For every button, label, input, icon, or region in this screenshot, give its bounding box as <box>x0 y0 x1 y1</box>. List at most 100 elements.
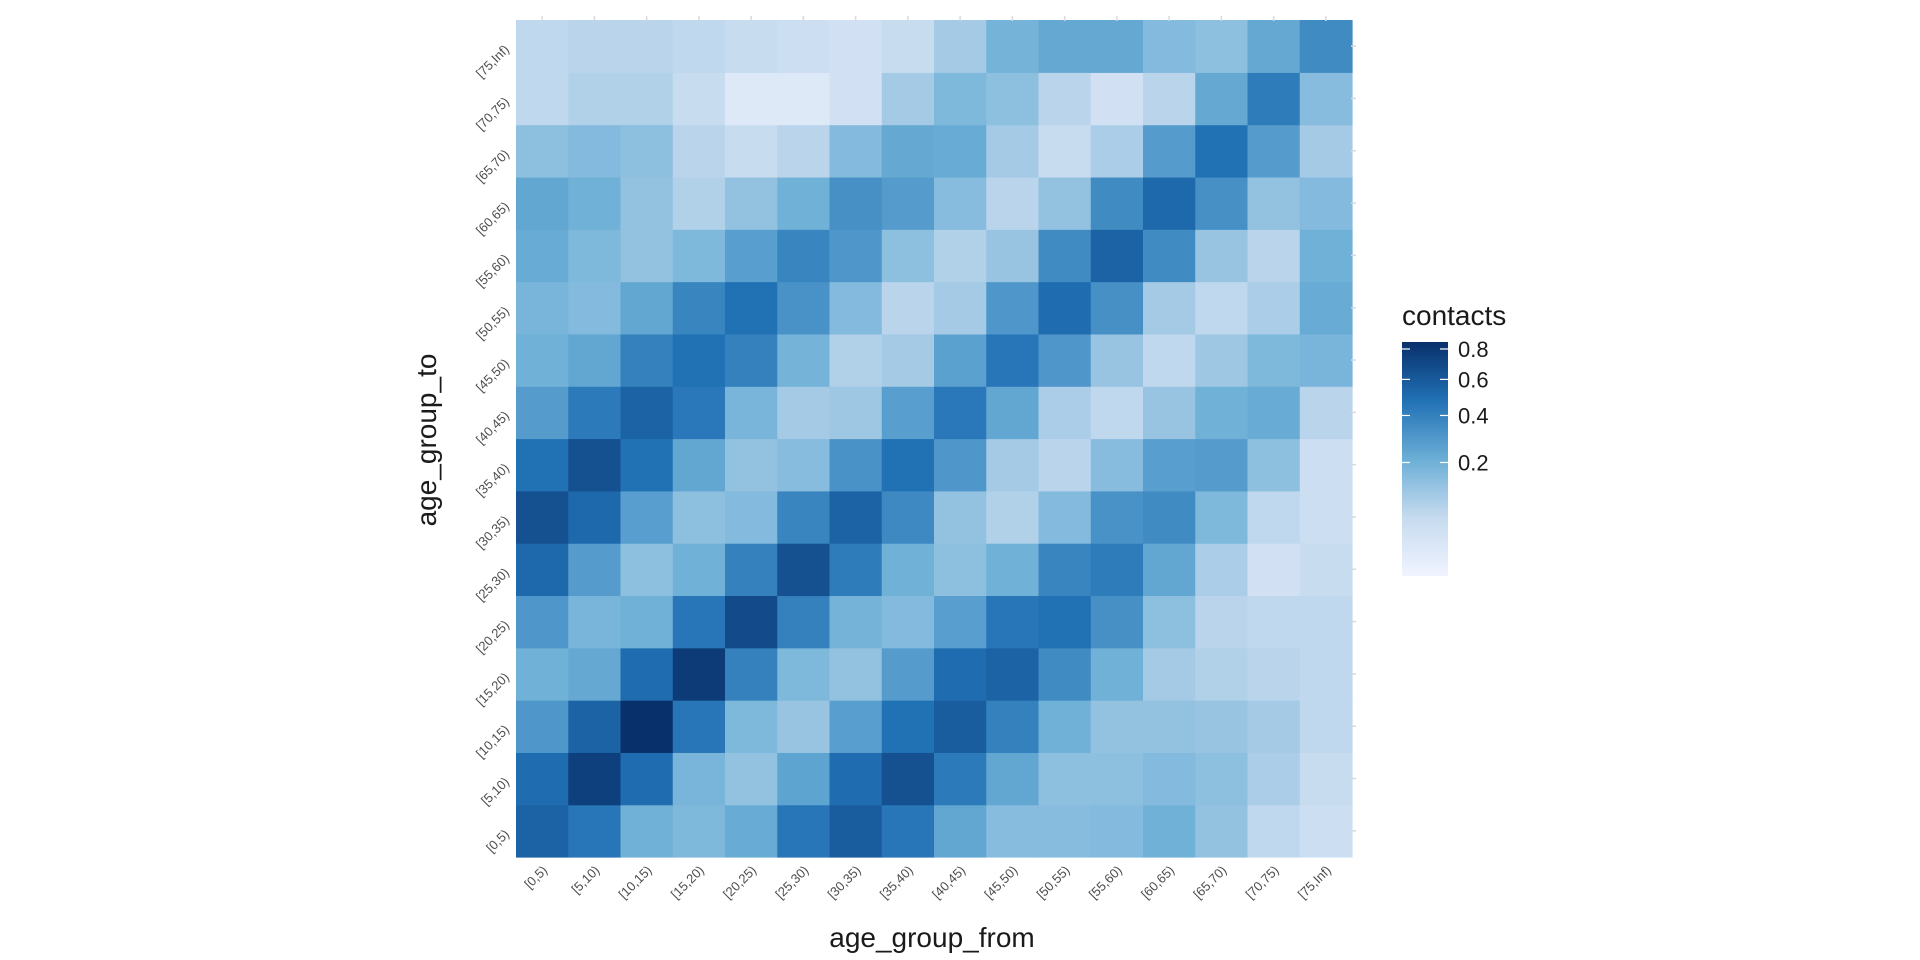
heatmap-cell <box>881 490 935 544</box>
heatmap-cell <box>620 333 674 387</box>
heatmap-cell <box>934 647 987 701</box>
heatmap-cell <box>620 752 674 806</box>
x-tick-label: [20,25) <box>720 863 759 902</box>
heatmap-cell <box>1299 281 1353 335</box>
heatmap-cell <box>1195 176 1249 230</box>
heatmap-cell <box>986 124 1040 178</box>
heatmap-cell <box>516 281 569 335</box>
heatmap-cell <box>1299 229 1353 283</box>
heatmap-cell <box>1299 438 1353 492</box>
heatmap-cell <box>934 752 987 806</box>
heatmap-cell <box>1038 176 1092 230</box>
heatmap-cell <box>1090 20 1144 73</box>
heatmap-cell <box>1195 20 1249 73</box>
heatmap-cell <box>672 490 726 544</box>
legend-color-bar <box>1402 342 1448 576</box>
heatmap-cell <box>725 543 778 597</box>
heatmap-cell <box>1195 647 1249 701</box>
legend-tick-label: 0.2 <box>1458 450 1489 475</box>
heatmap-cell <box>620 20 674 73</box>
heatmap-cell <box>829 229 883 283</box>
heatmap-cell <box>986 72 1040 126</box>
heatmap-cell <box>1247 281 1301 335</box>
heatmap-cell <box>1195 543 1249 597</box>
heatmap-cell <box>934 438 987 492</box>
heatmap-cell <box>1195 595 1249 649</box>
heatmap-cell <box>725 804 778 858</box>
heatmap-cell <box>777 490 831 544</box>
heatmap-cell <box>516 595 569 649</box>
y-tick-label: [50,55) <box>473 303 512 342</box>
heatmap-cell <box>620 595 674 649</box>
heatmap-cell <box>934 176 987 230</box>
heatmap-cells <box>516 20 1353 858</box>
x-tick-label: [75,Inf) <box>1295 863 1334 902</box>
heatmap-cell <box>1247 176 1301 230</box>
x-tick-label: [50,55) <box>1034 863 1073 902</box>
heatmap-cell <box>725 72 778 126</box>
heatmap-cell <box>881 595 935 649</box>
heatmap-cell <box>1247 20 1301 73</box>
heatmap-cell <box>986 176 1040 230</box>
heatmap-cell <box>1247 386 1301 440</box>
heatmap-cell <box>672 281 726 335</box>
x-tick-label: [40,45) <box>929 863 968 902</box>
heatmap-cell <box>1195 386 1249 440</box>
heatmap-cell <box>1143 229 1196 283</box>
heatmap-cell <box>1195 804 1249 858</box>
heatmap-cell <box>672 595 726 649</box>
heatmap-cell <box>934 700 987 753</box>
y-tick-label: [75,Inf) <box>473 42 512 81</box>
heatmap-cell <box>1090 229 1144 283</box>
heatmap-cell <box>881 543 935 597</box>
heatmap-cell <box>1299 752 1353 806</box>
heatmap-cell <box>1090 752 1144 806</box>
heatmap-cell <box>829 752 883 806</box>
heatmap-cell <box>1299 176 1353 230</box>
heatmap-cell <box>568 647 622 701</box>
y-tick-label: [40,45) <box>473 408 512 447</box>
y-tick-label: [25,30) <box>473 565 512 604</box>
heatmap-cell <box>1247 490 1301 544</box>
heatmap-cell <box>1090 386 1144 440</box>
heatmap-cell <box>568 333 622 387</box>
heatmap-cell <box>829 438 883 492</box>
heatmap-cell <box>568 20 622 73</box>
heatmap-cell <box>725 490 778 544</box>
heatmap-cell <box>881 281 935 335</box>
y-tick-label: [0,5) <box>483 826 512 855</box>
heatmap-cell <box>725 595 778 649</box>
y-tick-label: [30,35) <box>473 512 512 551</box>
y-tick-label: [60,65) <box>473 199 512 238</box>
heatmap-cell <box>777 124 831 178</box>
heatmap-cell <box>672 229 726 283</box>
heatmap-cell <box>516 647 569 701</box>
heatmap-cell <box>1038 333 1092 387</box>
heatmap-cell <box>777 543 831 597</box>
heatmap-cell <box>1299 72 1353 126</box>
heatmap-cell <box>881 752 935 806</box>
x-tick-label: [35,40) <box>877 863 916 902</box>
heatmap-cell <box>1195 700 1249 753</box>
heatmap-cell <box>1247 333 1301 387</box>
heatmap-cell <box>1247 647 1301 701</box>
heatmap-cell <box>1038 595 1092 649</box>
heatmap-cell <box>1299 804 1353 858</box>
heatmap-cell <box>1038 124 1092 178</box>
x-tick-label: [25,30) <box>772 863 811 902</box>
y-tick-label: [15,20) <box>473 669 512 708</box>
heatmap-cell <box>1299 647 1353 701</box>
y-tick-label: [20,25) <box>473 617 512 656</box>
heatmap-cell <box>881 176 935 230</box>
heatmap-cell <box>934 490 987 544</box>
heatmap-cell <box>881 72 935 126</box>
heatmap-cell <box>1090 647 1144 701</box>
heatmap-cell <box>829 281 883 335</box>
x-tick-label: [45,50) <box>981 863 1020 902</box>
heatmap-cell <box>1038 229 1092 283</box>
heatmap-cell <box>1090 804 1144 858</box>
heatmap-cell <box>777 752 831 806</box>
heatmap-cell <box>829 490 883 544</box>
heatmap-cell <box>620 543 674 597</box>
